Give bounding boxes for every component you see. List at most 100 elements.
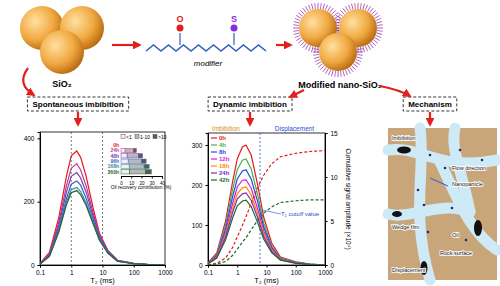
chain — [354, 3, 356, 9]
modifier-chain — [146, 45, 266, 51]
chain — [316, 62, 321, 65]
chain — [314, 57, 320, 59]
plot-frame — [208, 133, 325, 265]
tick: 0.1 — [204, 265, 213, 276]
chain — [338, 13, 343, 17]
chain — [356, 59, 362, 61]
chain — [325, 5, 327, 11]
chain — [320, 65, 324, 69]
chain — [377, 30, 383, 32]
chain — [332, 70, 334, 76]
axis-line — [206, 134, 209, 266]
chain — [365, 5, 367, 11]
oil-droplet — [474, 220, 482, 236]
chain — [295, 18, 301, 20]
arrow — [112, 44, 140, 46]
tick-mark — [206, 225, 209, 226]
tick: 200 — [192, 182, 208, 189]
tick-mark — [325, 221, 328, 222]
tick-mark — [325, 265, 328, 266]
chain — [376, 33, 382, 35]
chain — [306, 6, 309, 11]
legend-line — [211, 151, 217, 152]
nanoparticle — [429, 154, 432, 157]
inset-axis-title: Oil recovery contribution (%) — [111, 185, 172, 190]
legend-swatch — [153, 135, 157, 139]
tick: 0.1 — [36, 265, 45, 276]
section-label: Spontaneous imbibition — [32, 100, 123, 109]
chain — [370, 8, 374, 13]
legend-label: 8h — [219, 149, 226, 155]
modifier-label: modifier — [194, 59, 223, 68]
series-line — [40, 181, 165, 265]
series-line — [208, 193, 325, 265]
legend-line — [211, 144, 217, 145]
chain — [318, 64, 323, 68]
tick-mark — [38, 202, 41, 203]
series-line — [40, 164, 165, 265]
tick-mark — [142, 176, 143, 179]
tick-label: 1 — [236, 269, 240, 276]
bar-segment — [121, 159, 128, 163]
tick: 1 — [236, 265, 240, 276]
tick: 10 — [325, 174, 338, 181]
atom-bond — [179, 33, 180, 45]
legend-label: >10 — [158, 134, 167, 140]
mechanism-label: Displacement — [392, 267, 426, 273]
axis-line — [122, 177, 163, 179]
legend-line — [211, 158, 217, 159]
chain — [376, 18, 382, 20]
chain — [373, 13, 378, 17]
section-label: Dynamic imbibition — [213, 100, 287, 109]
chain — [313, 54, 319, 56]
series-line — [208, 145, 325, 265]
mechanism: ImbibitionFlow directionNanoparticleWedg… — [388, 128, 497, 280]
series-line — [40, 187, 165, 265]
chain — [320, 3, 322, 9]
atom — [231, 25, 238, 32]
tick-label: 100 — [192, 222, 203, 229]
tick-mark — [206, 265, 209, 266]
chain — [374, 16, 379, 19]
chain — [358, 3, 359, 9]
chain — [368, 44, 371, 49]
tick: 300 — [192, 142, 208, 149]
cutoff-line — [71, 132, 72, 265]
chart: 0.111010010000200400T₂ (ms)<11-10>100h24… — [24, 132, 173, 285]
nanoparticle — [423, 204, 426, 207]
tick-label: 0 — [31, 262, 35, 269]
bar-segment — [121, 143, 122, 147]
chain — [335, 18, 341, 20]
tick-label: 1000 — [318, 269, 333, 276]
nanoparticle — [451, 207, 454, 210]
chain — [330, 8, 334, 13]
tick-label: 200 — [24, 198, 35, 205]
bar-segment — [121, 143, 122, 147]
arrow — [276, 44, 291, 46]
chain — [352, 4, 354, 10]
chain — [363, 46, 365, 52]
tick-mark — [121, 176, 122, 179]
chain — [346, 6, 349, 11]
axis-line — [209, 266, 326, 268]
bar-segment — [121, 154, 127, 158]
chain — [296, 38, 301, 41]
tick-mark — [38, 265, 41, 266]
bar-segment — [142, 159, 147, 163]
nanoparticle — [465, 239, 468, 242]
bar-segment — [133, 148, 136, 152]
chain — [294, 33, 300, 35]
tick-label: 0.1 — [36, 269, 45, 276]
tick: 0 — [325, 262, 335, 269]
atom-label: S — [231, 14, 237, 24]
tick-mark — [237, 265, 238, 268]
chain — [373, 40, 378, 44]
bar-segment — [144, 164, 149, 168]
chain — [363, 4, 365, 10]
chain — [314, 3, 316, 9]
rock — [388, 128, 497, 280]
chain — [368, 6, 371, 11]
bar-segment — [125, 148, 133, 152]
bar-segment — [138, 154, 142, 158]
nanoparticle — [481, 159, 484, 162]
